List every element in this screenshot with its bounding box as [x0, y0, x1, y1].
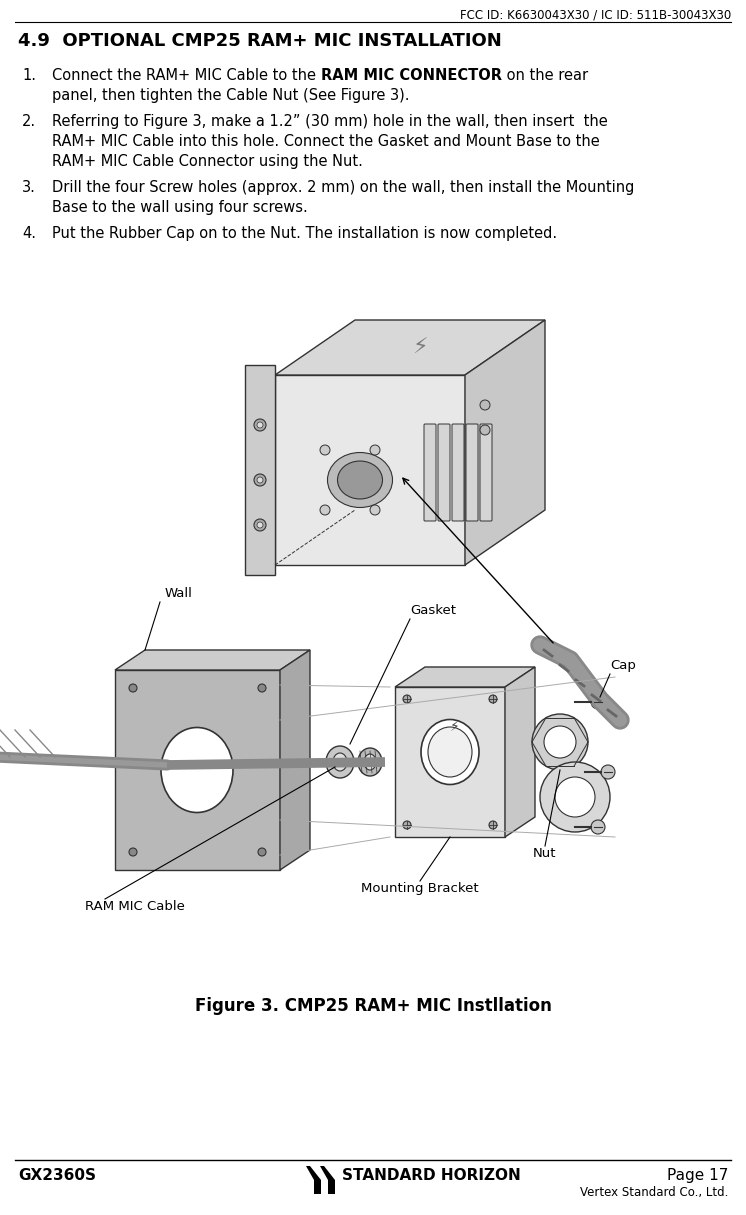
FancyBboxPatch shape — [395, 686, 505, 837]
Text: RAM MIC CONNECTOR: RAM MIC CONNECTOR — [321, 68, 501, 83]
Polygon shape — [245, 364, 275, 575]
Circle shape — [403, 821, 411, 829]
Circle shape — [591, 695, 605, 710]
Text: STANDARD HORIZON: STANDARD HORIZON — [342, 1168, 521, 1183]
Circle shape — [532, 714, 588, 770]
Polygon shape — [306, 1166, 321, 1194]
Text: Cap: Cap — [610, 659, 636, 672]
Text: Figure 3. CMP25 RAM+ MIC Instllation: Figure 3. CMP25 RAM+ MIC Instllation — [195, 998, 551, 1015]
Polygon shape — [465, 320, 545, 565]
Text: Put the Rubber Cap on to the Nut. The installation is now completed.: Put the Rubber Cap on to the Nut. The in… — [52, 226, 557, 241]
Text: 4.: 4. — [22, 226, 36, 241]
Circle shape — [555, 778, 595, 816]
Circle shape — [254, 419, 266, 431]
Circle shape — [480, 400, 490, 409]
Ellipse shape — [358, 748, 382, 776]
Circle shape — [370, 445, 380, 454]
Ellipse shape — [327, 452, 392, 508]
Text: FCC ID: K6630043X30 / IC ID: 511B-30043X30: FCC ID: K6630043X30 / IC ID: 511B-30043X… — [460, 9, 731, 21]
Text: RAM+ MIC Cable into this hole. Connect the Gasket and Mount Base to the: RAM+ MIC Cable into this hole. Connect t… — [52, 134, 600, 149]
Text: Page 17: Page 17 — [667, 1168, 728, 1183]
Text: Wall: Wall — [165, 587, 193, 600]
Circle shape — [257, 522, 263, 529]
Polygon shape — [280, 650, 310, 870]
Circle shape — [489, 821, 497, 829]
Text: Gasket: Gasket — [410, 604, 456, 617]
Text: 4.9  OPTIONAL CMP25 RAM+ MIC INSTALLATION: 4.9 OPTIONAL CMP25 RAM+ MIC INSTALLATION — [18, 32, 502, 50]
Ellipse shape — [364, 755, 376, 770]
Circle shape — [258, 684, 266, 693]
FancyBboxPatch shape — [480, 424, 492, 521]
Circle shape — [601, 765, 615, 779]
FancyBboxPatch shape — [438, 424, 450, 521]
Text: 3.: 3. — [22, 180, 36, 194]
Circle shape — [591, 820, 605, 833]
Circle shape — [320, 505, 330, 515]
Text: RAM MIC Cable: RAM MIC Cable — [85, 900, 185, 912]
Polygon shape — [115, 669, 280, 870]
Circle shape — [254, 474, 266, 486]
FancyBboxPatch shape — [275, 375, 465, 565]
Circle shape — [257, 477, 263, 484]
Text: on the rear: on the rear — [501, 68, 588, 83]
Circle shape — [129, 684, 137, 693]
Polygon shape — [275, 320, 545, 375]
Text: Base to the wall using four screws.: Base to the wall using four screws. — [52, 200, 308, 215]
Text: panel, then tighten the Cable Nut (See Figure 3).: panel, then tighten the Cable Nut (See F… — [52, 87, 410, 103]
Text: Connect the RAM+ MIC Cable to the: Connect the RAM+ MIC Cable to the — [52, 68, 321, 83]
Text: 1.: 1. — [22, 68, 36, 83]
Circle shape — [258, 848, 266, 857]
Text: ⚡: ⚡ — [413, 338, 427, 358]
Circle shape — [370, 505, 380, 515]
Text: Drill the four Screw holes (approx. 2 mm) on the wall, then install the Mounting: Drill the four Screw holes (approx. 2 mm… — [52, 180, 634, 194]
Text: Nut: Nut — [533, 847, 557, 860]
Ellipse shape — [161, 728, 233, 813]
Ellipse shape — [326, 746, 354, 778]
FancyBboxPatch shape — [424, 424, 436, 521]
Circle shape — [403, 695, 411, 703]
FancyBboxPatch shape — [452, 424, 464, 521]
Circle shape — [489, 695, 497, 703]
Text: RAM+ MIC Cable Connector using the Nut.: RAM+ MIC Cable Connector using the Nut. — [52, 154, 363, 169]
Ellipse shape — [333, 753, 347, 772]
Circle shape — [544, 727, 576, 758]
Ellipse shape — [337, 460, 383, 499]
Circle shape — [257, 422, 263, 428]
Text: 2.: 2. — [22, 114, 36, 129]
Circle shape — [129, 848, 137, 857]
Text: Vertex Standard Co., Ltd.: Vertex Standard Co., Ltd. — [580, 1186, 728, 1199]
Polygon shape — [115, 650, 310, 669]
Text: Referring to Figure 3, make a 1.2” (30 mm) hole in the wall, then insert  the: Referring to Figure 3, make a 1.2” (30 m… — [52, 114, 608, 129]
Polygon shape — [320, 1166, 335, 1194]
Ellipse shape — [421, 719, 479, 785]
Ellipse shape — [428, 727, 472, 778]
Text: ⚡: ⚡ — [450, 720, 460, 734]
Text: Mounting Bracket: Mounting Bracket — [361, 882, 479, 895]
Polygon shape — [505, 667, 535, 837]
Text: GX2360S: GX2360S — [18, 1168, 96, 1183]
Circle shape — [254, 519, 266, 531]
Polygon shape — [395, 667, 535, 686]
FancyBboxPatch shape — [466, 424, 478, 521]
Circle shape — [320, 445, 330, 454]
Circle shape — [540, 762, 610, 832]
Circle shape — [480, 425, 490, 435]
